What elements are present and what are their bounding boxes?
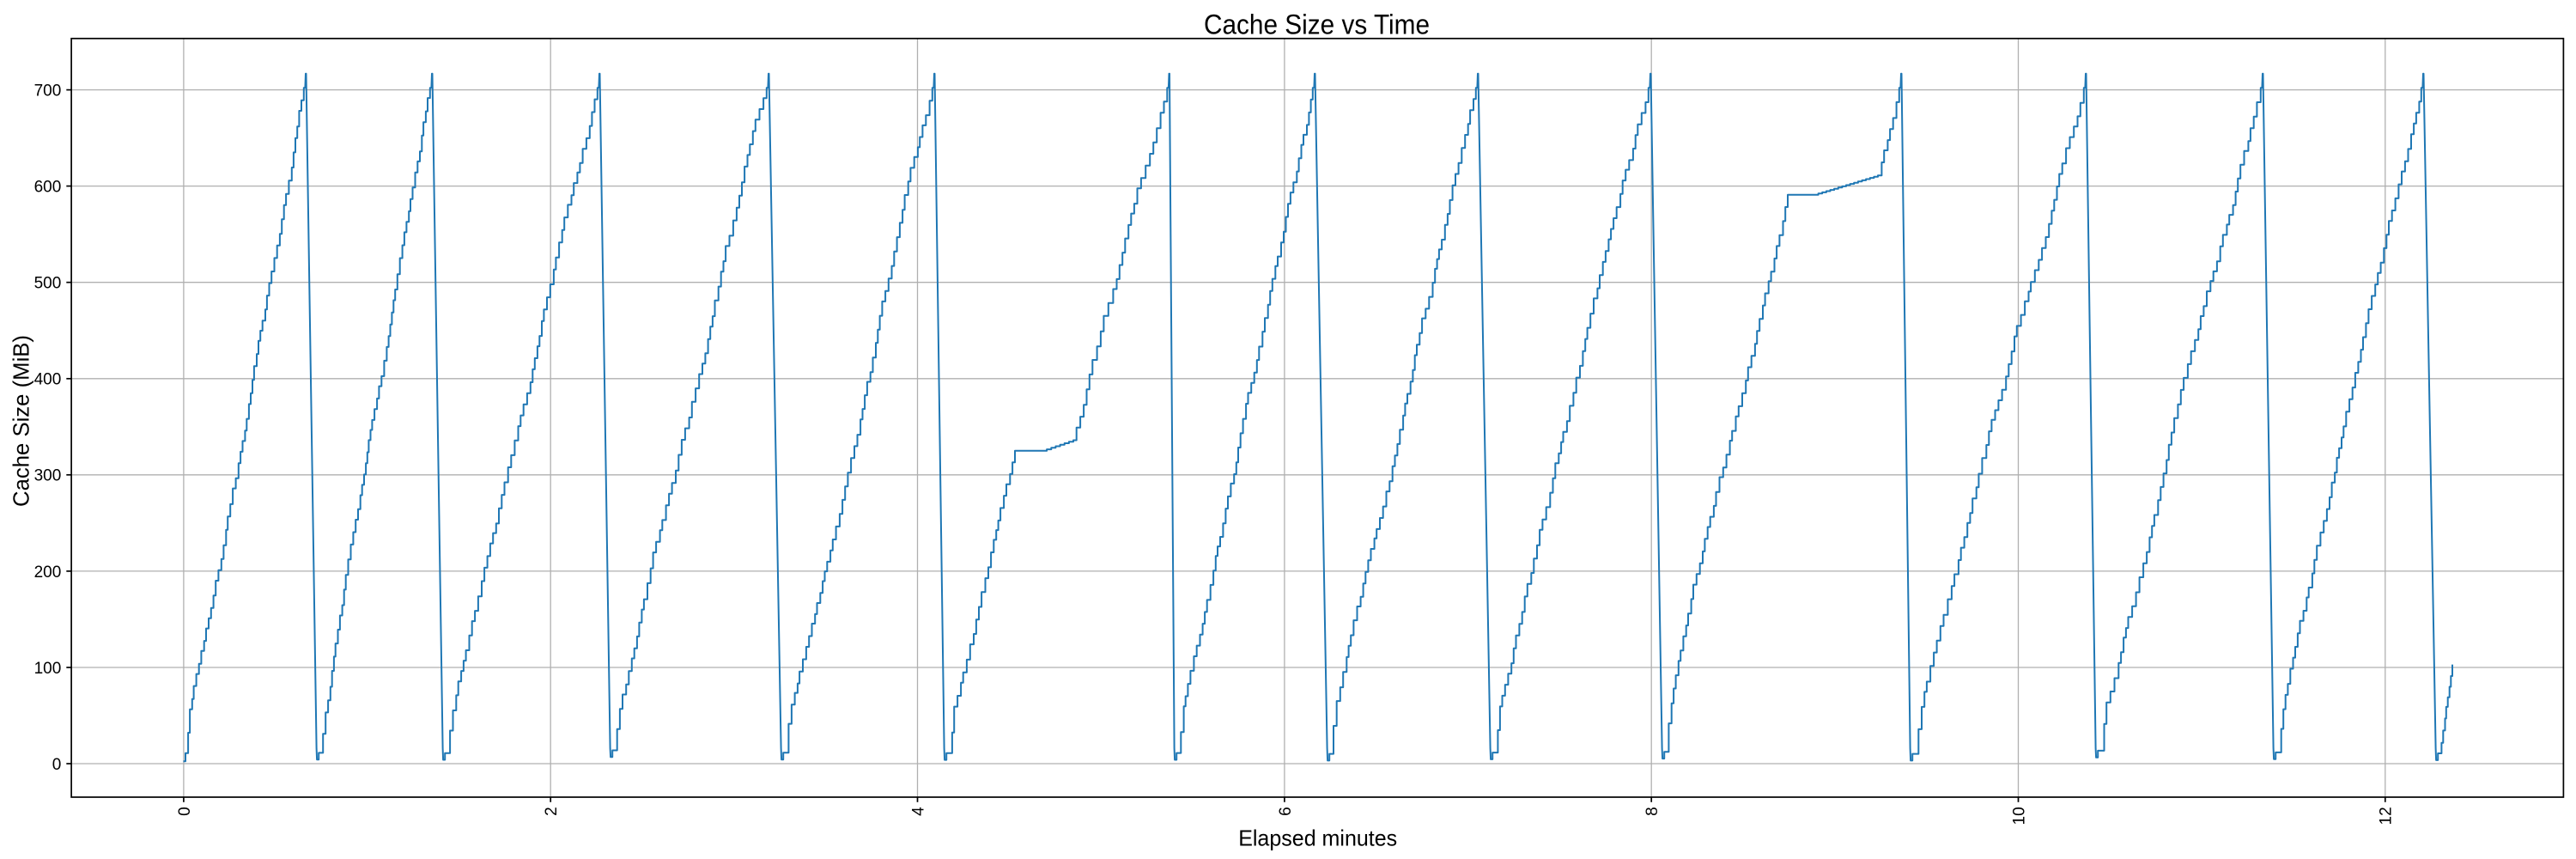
svg-text:0: 0 bbox=[176, 807, 194, 816]
svg-text:500: 500 bbox=[34, 275, 62, 293]
svg-text:8: 8 bbox=[1643, 807, 1662, 816]
svg-text:700: 700 bbox=[34, 82, 62, 101]
svg-text:4: 4 bbox=[909, 807, 927, 816]
svg-text:12: 12 bbox=[2378, 807, 2396, 825]
svg-text:10: 10 bbox=[2010, 807, 2028, 825]
svg-text:400: 400 bbox=[34, 371, 62, 389]
svg-text:300: 300 bbox=[34, 467, 62, 485]
svg-text:Cache Size vs Time: Cache Size vs Time bbox=[1204, 9, 1430, 40]
svg-text:200: 200 bbox=[34, 564, 62, 582]
svg-text:100: 100 bbox=[34, 660, 62, 678]
svg-text:6: 6 bbox=[1277, 807, 1295, 816]
svg-text:Cache Size (MiB): Cache Size (MiB) bbox=[9, 335, 34, 507]
svg-text:2: 2 bbox=[543, 807, 561, 816]
svg-text:0: 0 bbox=[52, 756, 62, 774]
svg-text:Elapsed minutes: Elapsed minutes bbox=[1238, 825, 1397, 851]
svg-text:600: 600 bbox=[34, 179, 62, 197]
